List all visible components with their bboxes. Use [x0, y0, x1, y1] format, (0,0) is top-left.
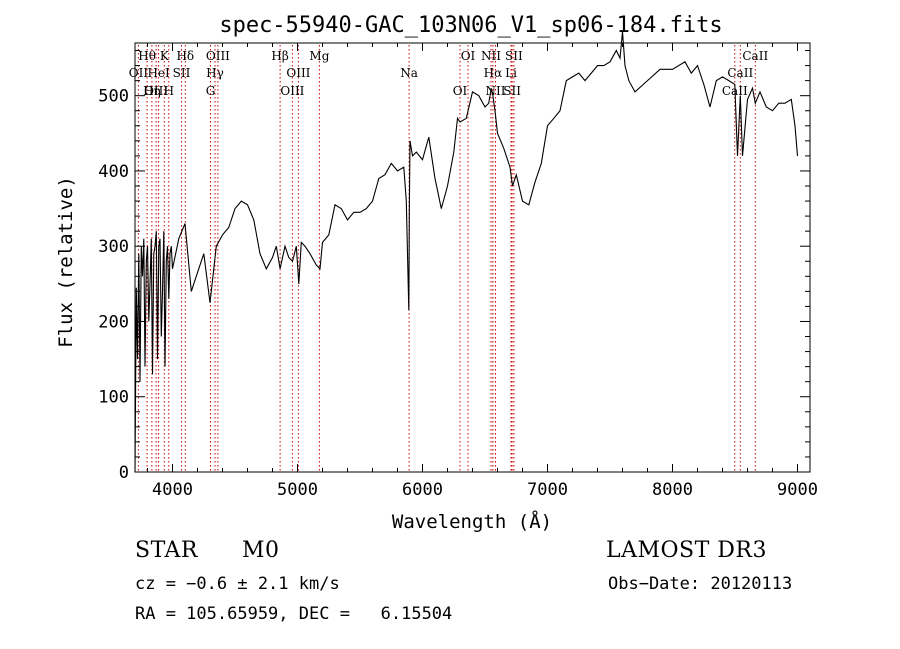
spectral-line-label: OIII [206, 49, 230, 63]
x-tick-label: 5000 [277, 480, 318, 500]
spectral-line-label: Hη [143, 84, 161, 98]
spectral-line-label: SII [173, 66, 191, 80]
spectral-line-label: CaII [742, 49, 768, 63]
x-tick-label: 4000 [152, 480, 193, 500]
y-tick-label: 500 [98, 87, 129, 107]
spectral-line-label: OIII [286, 66, 310, 80]
spectral-line-label: Hα [484, 66, 503, 80]
spectral-subclass: M0 [242, 538, 280, 563]
spectral-line-label: Mg [309, 49, 329, 63]
x-tick-label: 9000 [777, 480, 818, 500]
redshift-velocity: cz = −0.6 ± 2.1 km/s [135, 574, 340, 594]
x-tick-label: 6000 [402, 480, 443, 500]
y-axis-label: Flux (relative) [55, 176, 77, 348]
spectral-line-label: OI [453, 84, 468, 98]
y-tick-label: 100 [98, 388, 129, 408]
x-axis-label: Wavelength (Å) [392, 510, 552, 533]
x-tick-label: 8000 [652, 480, 693, 500]
spectral-line-label: Hγ [206, 66, 224, 80]
spectral-line-label: Na [400, 66, 418, 80]
spectrum-chart: spec-55940-GAC_103N06_V1_sp06-184.fits H… [55, 13, 818, 533]
y-tick-label: 200 [98, 312, 129, 332]
y-tick-label: 300 [98, 237, 129, 257]
spectral-line-label: OII [129, 66, 149, 80]
x-tick-label: 7000 [527, 480, 568, 500]
y-tick-label: 0 [119, 463, 129, 483]
spectral-line-label: H [164, 84, 174, 98]
spectral-line-label: OIII [144, 84, 168, 98]
chart-title: spec-55940-GAC_103N06_V1_sp06-184.fits [219, 13, 722, 38]
spectral-line-label: Hθ [138, 49, 156, 63]
spectral-line-label: CaII [727, 66, 753, 80]
spectral-line-label: OI [461, 49, 476, 63]
spectral-line-label: K [160, 49, 170, 63]
observation-date: Obs−Date: 20120113 [608, 574, 793, 594]
spectral-line-label: HeI [147, 66, 170, 80]
spectral-line-label: G [206, 84, 216, 98]
spectral-line-label: OIII [280, 84, 304, 98]
sky-coordinates: RA = 105.65959, DEC = 6.15504 [135, 604, 453, 624]
spectral-line-label: Hδ [176, 49, 194, 63]
spectral-line-label: Li [505, 66, 517, 80]
object-class: STAR [135, 538, 198, 563]
plot-frame [134, 42, 811, 473]
spectral-line-label: NII [486, 84, 506, 98]
spectrum-series-line [134, 31, 799, 473]
spectral-line-label: NII [481, 49, 501, 63]
spectral-line-label: SII [505, 49, 523, 63]
spectral-line-label: Hβ [271, 49, 288, 63]
spectral-line-label: SII [503, 84, 521, 98]
y-tick-label: 400 [98, 162, 129, 182]
survey-name: LAMOST DR3 [606, 538, 767, 563]
